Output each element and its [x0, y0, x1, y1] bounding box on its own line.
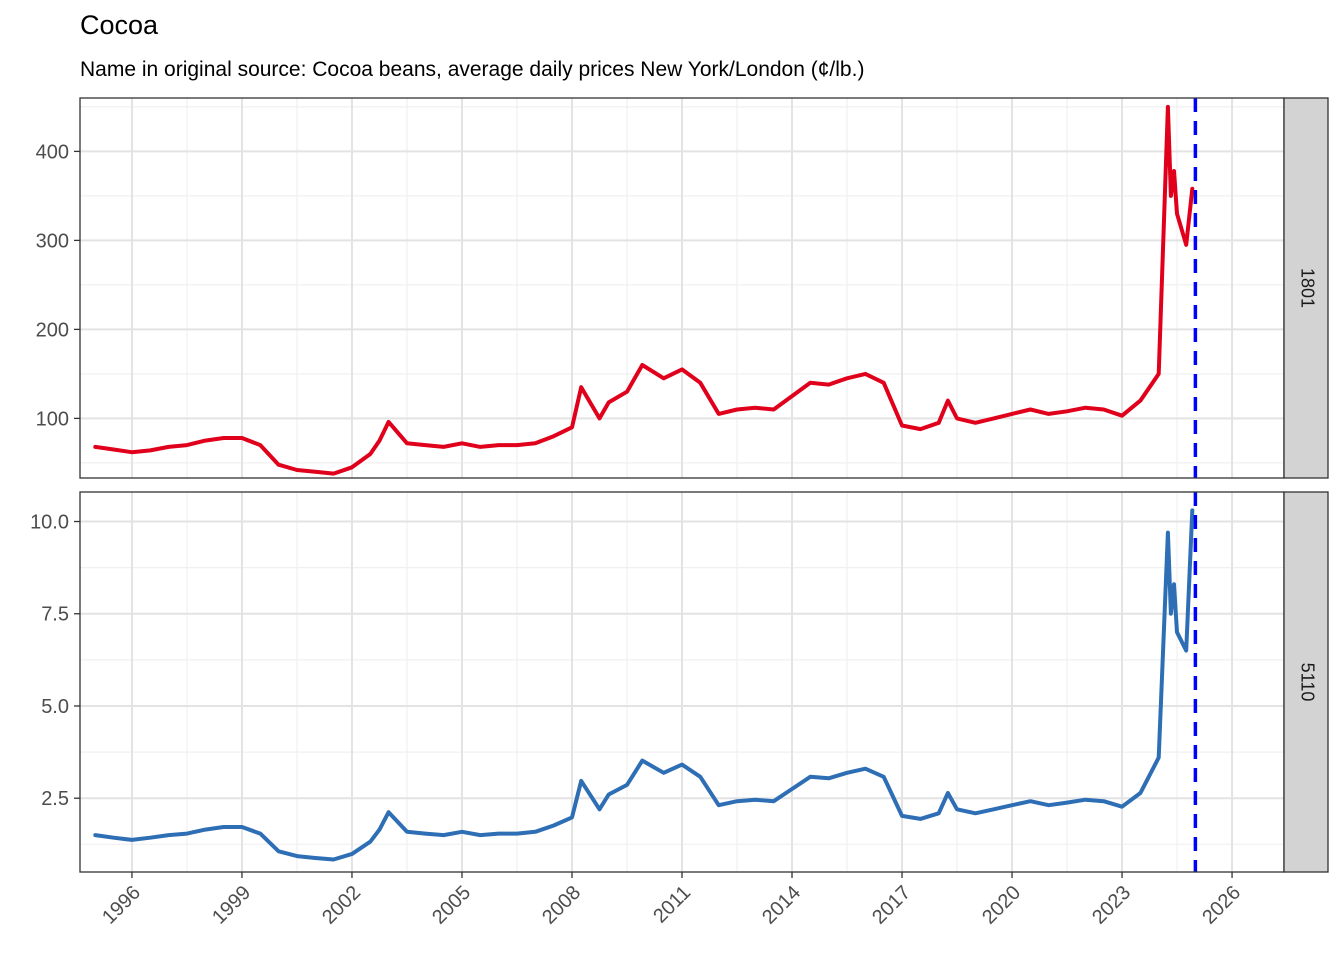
x-tick-label: 2020 [978, 882, 1025, 929]
chart-subtitle: Name in original source: Cocoa beans, av… [80, 58, 865, 81]
y-tick-label: 300 [36, 230, 69, 252]
y-tick-label: 2.5 [41, 788, 69, 810]
y-tick-label: 7.5 [41, 604, 69, 626]
x-tick-label: 1999 [208, 882, 255, 929]
x-tick-label: 2014 [758, 882, 805, 929]
y-tick-label: 400 [36, 141, 69, 163]
facet-strip [1283, 97, 1329, 479]
chart-title: Cocoa [80, 10, 159, 40]
facet-strip-label: 1801 [1297, 268, 1317, 308]
series-line-5110 [93, 508, 1195, 862]
y-tick-label: 200 [36, 319, 69, 341]
facet-strip-label: 5110 [1297, 663, 1317, 702]
x-tick-label: 2017 [868, 882, 915, 929]
series-line-1801 [93, 104, 1195, 476]
facet-strip [1283, 491, 1329, 873]
x-tick-label: 2026 [1198, 882, 1245, 929]
y-tick-label: 100 [36, 408, 69, 430]
x-tick-label: 2002 [318, 882, 365, 929]
y-tick-label: 10.0 [30, 512, 69, 534]
x-tick-label: 2023 [1088, 882, 1135, 929]
x-tick-label: 2011 [649, 882, 695, 928]
y-tick-label: 5.0 [41, 696, 69, 718]
x-tick-label: 2008 [538, 882, 585, 929]
x-tick-label: 2005 [428, 882, 475, 929]
x-tick-label: 1996 [98, 882, 145, 929]
